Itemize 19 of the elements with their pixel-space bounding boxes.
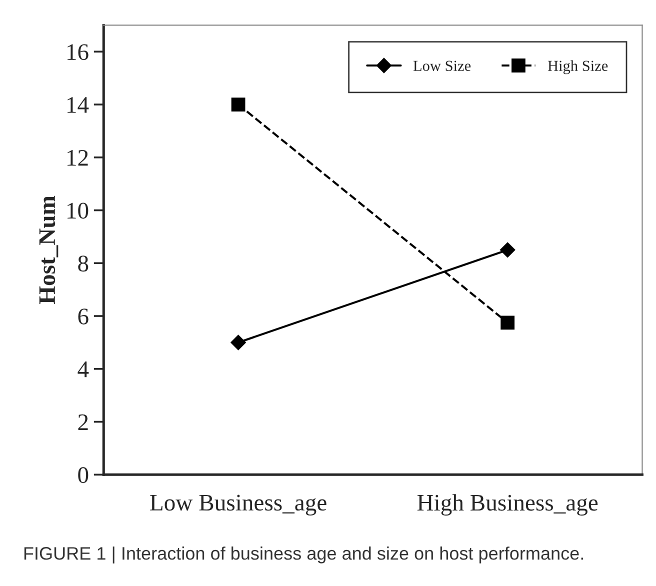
y-tick-label: 14	[68, 97, 89, 113]
y-tick-label: 6	[78, 308, 88, 324]
y-tick-label: 12	[68, 150, 88, 166]
y-tick-label: 2	[78, 414, 88, 430]
y-axis-title: Host_Num	[39, 196, 58, 304]
point	[230, 334, 246, 350]
y-tick-label: 10	[68, 202, 88, 219]
point	[500, 316, 515, 330]
legend-label: High Size	[548, 60, 608, 74]
y-tick-label: 8	[78, 256, 88, 272]
point	[231, 98, 246, 112]
x-tick-label: High Business_age	[417, 494, 598, 516]
legend-label: Low Size	[413, 60, 471, 72]
caption: FIGURE 1 | Interaction of business age and size on host performance.	[24, 546, 584, 564]
y-tick-label: 16	[68, 44, 88, 60]
y-tick-label: 0	[78, 467, 88, 484]
point	[500, 242, 516, 258]
y-tick-label: 4	[78, 362, 89, 378]
x-tick-label: Low Business_age	[150, 494, 326, 516]
